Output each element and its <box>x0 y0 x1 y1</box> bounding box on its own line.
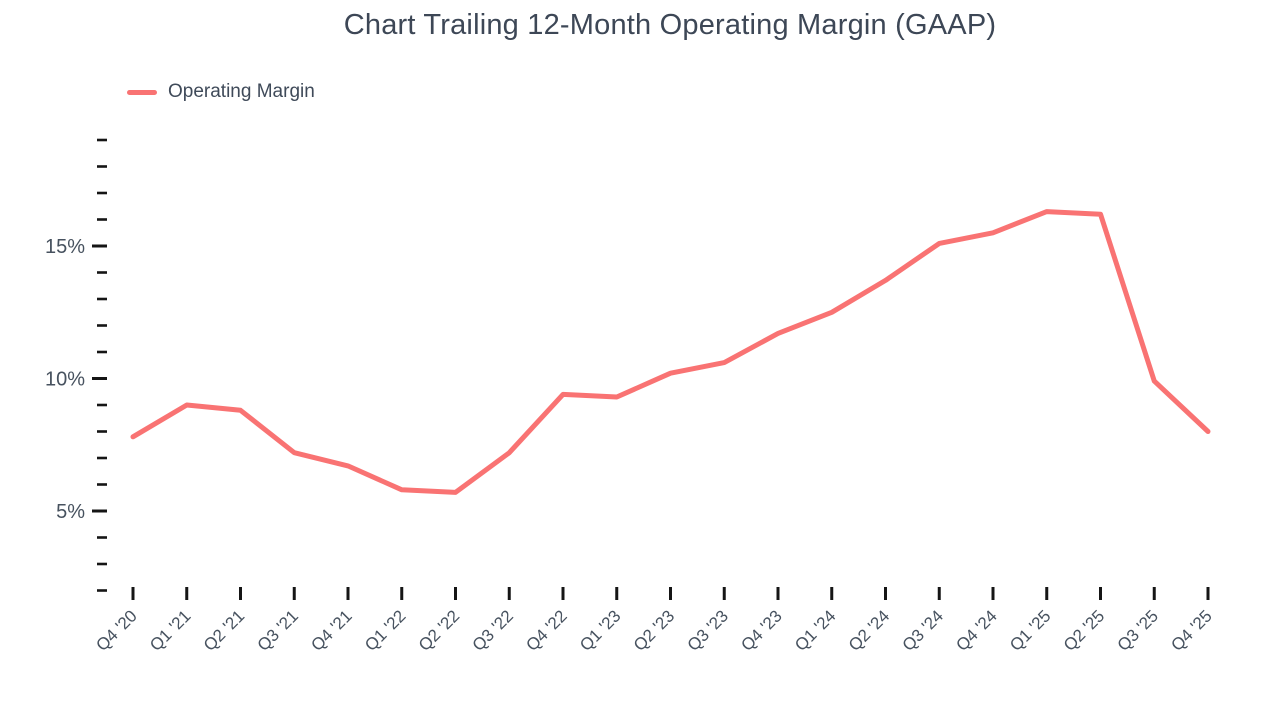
x-axis-tick-label: Q1 '24 <box>791 606 839 654</box>
x-axis-tick-label: Q1 '21 <box>146 606 194 654</box>
x-axis-tick-label: Q2 '23 <box>630 606 678 654</box>
y-axis-tick-label: 10% <box>45 369 85 391</box>
legend-item-label: Operating Margin <box>168 81 315 102</box>
legend-item-operating-margin[interactable]: Operating Margin <box>127 81 315 103</box>
x-axis-tick-label: Q4 '22 <box>522 606 570 654</box>
x-axis-tick-label: Q1 '22 <box>361 606 409 654</box>
x-axis-tick-label: Q2 '25 <box>1060 606 1108 654</box>
x-axis-tick-label: Q2 '22 <box>415 606 463 654</box>
x-axis-tick-label: Q2 '24 <box>845 606 893 654</box>
x-axis-tick-label: Q1 '23 <box>576 606 624 654</box>
x-axis-tick-label: Q3 '24 <box>899 606 947 654</box>
x-axis-tick-label: Q3 '21 <box>254 606 302 654</box>
series-line-operating-margin <box>130 209 1211 495</box>
y-axis-tick-label: 5% <box>56 501 85 523</box>
y-axis-tick-label: 15% <box>45 236 85 258</box>
x-axis-tick-label: Q3 '22 <box>469 606 517 654</box>
x-axis-tick-label: Q4 '25 <box>1167 606 1215 654</box>
x-axis-tick-label: Q3 '25 <box>1114 606 1162 654</box>
x-axis-tick-label: Q4 '21 <box>307 606 355 654</box>
chart-title: Chart Trailing 12-Month Operating Margin… <box>343 9 997 41</box>
legend: Operating Margin <box>127 81 315 103</box>
legend-swatch-line-icon <box>127 89 157 95</box>
x-axis-tick-label: Q4 '20 <box>92 606 140 654</box>
x-axis-tick-label: Q1 '25 <box>1006 606 1054 654</box>
x-axis-tick-label: Q3 '23 <box>684 606 732 654</box>
x-axis-tick-label: Q2 '21 <box>200 606 248 654</box>
x-axis-tick-label: Q4 '24 <box>952 606 1000 654</box>
x-axis-tick-label: Q4 '23 <box>737 606 785 654</box>
